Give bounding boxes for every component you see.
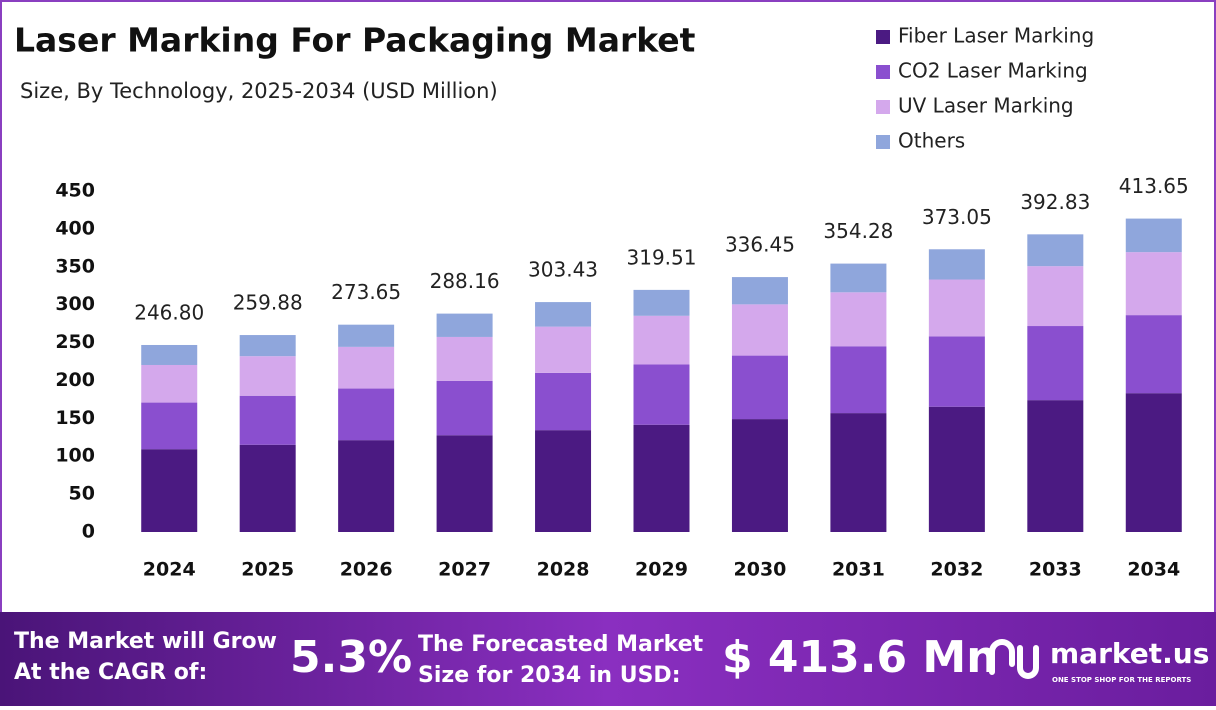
chart-subtitle: Size, By Technology, 2025-2034 (USD Mill… (20, 79, 498, 103)
bar-segment (141, 344, 198, 365)
brand: market.us (1050, 637, 1209, 670)
y-tick-label: 150 (55, 407, 95, 429)
bar-segment (141, 364, 198, 403)
bar-segment (1027, 234, 1084, 267)
forecast-text: The Forecasted Market (418, 632, 704, 657)
legend-label: Others (898, 129, 965, 153)
total-label: 246.80 (134, 300, 204, 324)
bar-segment (1027, 400, 1084, 532)
bar-segment (731, 277, 788, 305)
x-tick-label: 2026 (340, 559, 393, 581)
x-tick-label: 2027 (438, 559, 491, 581)
bar-segment (830, 346, 887, 414)
x-tick-label: 2031 (832, 559, 885, 581)
tagline: ONE STOP SHOP FOR THE REPORTS (1052, 676, 1191, 684)
bar-segment (141, 449, 198, 532)
legend-label: CO2 Laser Marking (898, 59, 1088, 83)
cagr-value: 5.3% (290, 632, 412, 683)
bar-segment (535, 430, 592, 532)
legend-label: UV Laser Marking (898, 94, 1074, 118)
total-label: 319.51 (627, 245, 697, 269)
total-label: 336.45 (725, 233, 795, 257)
forecast-value: $ 413.6 Mn (722, 632, 998, 683)
y-tick-label: 50 (69, 483, 95, 505)
bar-segment (239, 395, 296, 445)
bar-segment (633, 364, 690, 425)
bar-segment (436, 313, 493, 337)
bar-segment (731, 304, 788, 356)
bar-segment (535, 372, 592, 431)
bar-segment (1027, 326, 1084, 401)
bar-segment (928, 279, 985, 337)
bar-segment (1125, 218, 1182, 253)
bar-segment (239, 335, 296, 357)
total-label: 259.88 (233, 291, 303, 315)
total-label: 392.83 (1020, 190, 1090, 214)
y-tick-label: 300 (55, 293, 95, 315)
bar-segment (239, 444, 296, 532)
bar-segment (338, 388, 395, 441)
bar-segment (731, 355, 788, 420)
legend-swatch (876, 100, 890, 114)
bar-segment (928, 249, 985, 280)
y-tick-label: 0 (82, 521, 95, 543)
total-label: 288.16 (430, 269, 500, 293)
x-tick-label: 2030 (734, 559, 787, 581)
bar-segment (1125, 315, 1182, 394)
x-tick-label: 2024 (143, 559, 196, 581)
total-label: 413.65 (1119, 174, 1189, 198)
bar-segment (928, 406, 985, 532)
x-tick-label: 2025 (241, 559, 294, 581)
bar-segment (731, 419, 788, 532)
y-tick-label: 200 (55, 369, 95, 391)
bar-segment (338, 324, 395, 347)
bar-segment (1125, 252, 1182, 316)
bar-segment (633, 424, 690, 532)
cagr-text: The Market will Grow (14, 629, 277, 654)
y-tick-label: 350 (55, 255, 95, 277)
total-label: 354.28 (823, 219, 893, 243)
y-tick-label: 450 (55, 180, 95, 202)
legend-label: Fiber Laser Marking (898, 24, 1094, 48)
bar-segment (830, 263, 887, 293)
bar-segment (338, 346, 395, 389)
bar-segment (239, 356, 296, 396)
bar-segment (436, 380, 493, 436)
bar-segment (1125, 393, 1182, 532)
legend-swatch (876, 30, 890, 44)
brand-logo (989, 639, 1039, 679)
x-tick-label: 2029 (635, 559, 688, 581)
bar-segment (830, 292, 887, 347)
x-tick-label: 2033 (1029, 559, 1082, 581)
total-label: 273.65 (331, 280, 401, 304)
cagr-text: At the CAGR of: (14, 660, 207, 685)
chart-title: Laser Marking For Packaging Market (14, 21, 696, 60)
x-tick-label: 2028 (537, 559, 590, 581)
forecast-text: Size for 2034 in USD: (418, 663, 681, 688)
bar-segment (338, 440, 395, 532)
y-tick-label: 250 (55, 331, 95, 353)
total-label: 303.43 (528, 258, 598, 282)
bar-segment (830, 413, 887, 532)
legend-swatch (876, 135, 890, 149)
bar-segment (633, 289, 690, 316)
bar-segment (535, 326, 592, 373)
bar-segment (1027, 266, 1084, 327)
bar-segment (141, 402, 198, 450)
bar-segment (928, 336, 985, 407)
bar-segment (633, 315, 690, 365)
x-tick-label: 2032 (930, 559, 983, 581)
bar-segment (436, 336, 493, 381)
bar-segment (436, 435, 493, 532)
y-tick-label: 400 (55, 217, 95, 239)
legend-swatch (876, 65, 890, 79)
x-tick-label: 2034 (1127, 559, 1180, 581)
y-tick-label: 100 (55, 445, 95, 467)
total-label: 373.05 (922, 205, 992, 229)
bar-segment (535, 302, 592, 327)
